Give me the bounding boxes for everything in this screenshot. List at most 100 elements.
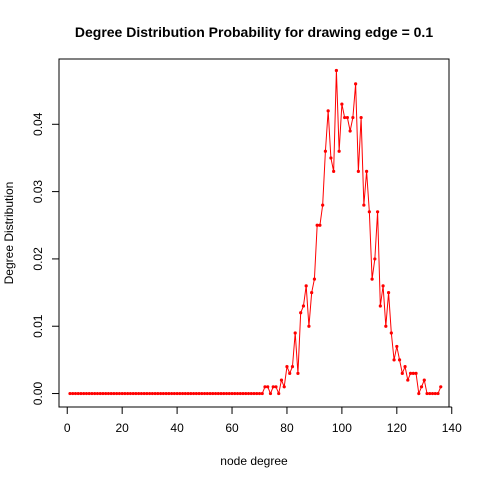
data-point	[378, 304, 382, 308]
data-point	[375, 210, 380, 214]
data-point	[340, 102, 344, 106]
data-point	[271, 385, 275, 389]
y-tick-label: 0.00	[31, 382, 45, 406]
data-point	[439, 385, 443, 389]
data-point	[175, 391, 179, 396]
data-point	[224, 391, 229, 396]
data-point	[76, 391, 80, 396]
data-point	[244, 391, 248, 396]
data-point	[315, 223, 319, 227]
data-point	[233, 391, 237, 396]
data-point	[362, 203, 366, 207]
data-point	[148, 391, 152, 396]
x-axis-label: node degree	[220, 454, 288, 468]
data-point	[389, 331, 393, 335]
data-point	[95, 391, 100, 396]
data-point	[112, 391, 116, 396]
data-point	[370, 277, 374, 281]
data-point	[417, 391, 421, 396]
y-axis-label: Degree Distribution	[2, 182, 16, 285]
data-point	[219, 391, 223, 396]
x-tick-label: 100	[332, 421, 352, 435]
data-point	[332, 169, 336, 174]
data-point	[230, 391, 234, 396]
data-point	[128, 391, 133, 396]
data-point	[293, 331, 297, 335]
data-point	[408, 371, 413, 375]
data-point	[68, 391, 72, 396]
data-point	[222, 391, 226, 396]
data-point	[235, 391, 240, 396]
data-point	[84, 391, 89, 396]
data-point	[211, 391, 215, 396]
data-point	[183, 391, 187, 396]
data-point	[159, 391, 163, 396]
data-point	[257, 391, 262, 396]
data-point	[153, 391, 157, 396]
data-point	[282, 385, 286, 389]
data-point	[299, 311, 303, 315]
data-point	[326, 109, 330, 113]
data-point	[433, 391, 437, 396]
data-point	[249, 391, 253, 396]
data-point	[255, 391, 259, 396]
data-point	[279, 378, 284, 382]
data-point	[191, 391, 196, 396]
data-point	[82, 391, 86, 396]
data-point	[373, 257, 377, 261]
data-point	[137, 391, 141, 396]
data-point	[186, 391, 190, 396]
data-point	[395, 344, 399, 349]
data-point	[134, 391, 138, 396]
data-point	[189, 391, 193, 396]
x-tick-label: 120	[387, 421, 407, 435]
x-tick-label: 80	[280, 421, 294, 435]
data-point	[139, 391, 143, 396]
data-point	[263, 385, 267, 389]
data-point	[274, 385, 278, 389]
y-tick-label: 0.02	[31, 247, 45, 271]
data-point	[384, 324, 388, 328]
data-point	[296, 371, 300, 375]
data-point	[397, 358, 402, 362]
data-point	[356, 169, 360, 174]
data-point	[167, 391, 171, 396]
data-point	[101, 391, 105, 396]
data-point	[367, 210, 371, 214]
data-point	[337, 149, 341, 153]
data-point	[348, 129, 352, 133]
data-point	[71, 391, 75, 396]
series-line	[69, 70, 442, 396]
data-point	[180, 391, 185, 396]
y-axis: 0.00 0.01 0.02 0.03 0.04	[31, 112, 60, 406]
data-point	[386, 290, 391, 295]
data-point	[403, 365, 407, 369]
data-point	[351, 115, 355, 120]
data-point	[260, 391, 264, 396]
data-point	[213, 391, 218, 396]
data-point	[392, 358, 396, 362]
data-point	[117, 391, 122, 396]
x-tick-label: 0	[64, 421, 71, 435]
data-point	[414, 371, 418, 375]
data-point	[307, 324, 311, 328]
data-point	[109, 391, 113, 396]
data-point	[419, 385, 424, 389]
data-point	[268, 391, 273, 396]
data-point	[400, 371, 404, 375]
data-point	[266, 385, 270, 389]
data-point	[428, 391, 432, 396]
data-point	[301, 304, 306, 308]
x-tick-label: 140	[442, 421, 462, 435]
data-point	[411, 371, 415, 375]
data-point	[170, 391, 174, 396]
data-point	[227, 391, 231, 396]
data-point	[126, 391, 130, 396]
data-point	[425, 391, 429, 396]
data-point	[197, 391, 201, 396]
data-point	[142, 391, 146, 396]
data-point	[321, 203, 325, 207]
data-point	[343, 115, 347, 120]
